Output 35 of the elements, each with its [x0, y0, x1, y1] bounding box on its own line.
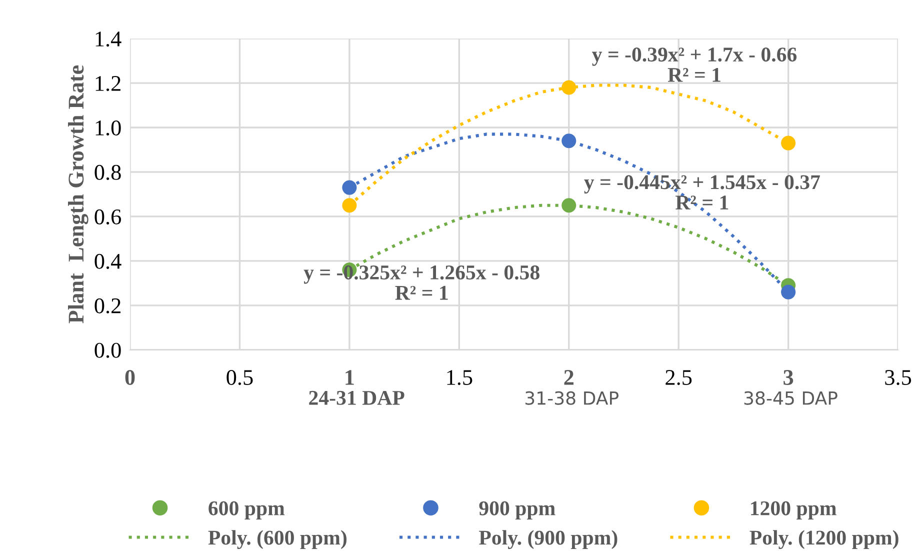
x-tick-label: 2.5: [666, 370, 692, 386]
point: [342, 180, 357, 195]
x-tick-label: 1: [346, 370, 354, 385]
legend-label: Poly. (900 ppm): [479, 530, 618, 550]
legend-label: 1200 ppm: [751, 501, 836, 520]
x-tick-label: 2: [564, 370, 574, 385]
y-tick-label: 1.0: [96, 120, 121, 136]
text: 24-31 DAP: [309, 390, 404, 405]
x-tick-label: 3.5: [885, 370, 912, 386]
text: 31-38 DAP: [525, 391, 619, 405]
legend-label: Poly. (600 ppm): [208, 530, 346, 550]
point: [562, 198, 576, 213]
point: [562, 80, 576, 95]
y-tick-label: 1.2: [96, 76, 120, 92]
x-tick-label: 1.5: [447, 370, 472, 386]
annotation: y = -0.445x² + 1.545x - 0.37 R² = 1: [584, 175, 820, 210]
point: [781, 284, 796, 300]
point: [781, 136, 796, 150]
text: 38-45 DAP: [744, 391, 838, 405]
legend-label: 600 ppm: [208, 501, 285, 520]
y-tick-label: 0.8: [94, 164, 121, 180]
y-tick-label: 0.2: [94, 298, 120, 314]
y-tick-label: 1.4: [96, 32, 122, 47]
point: [342, 198, 357, 213]
annotation: y = -0.39x² + 1.7x - 0.66 R² = 1: [592, 48, 797, 82]
x-tick-label: 3: [784, 370, 794, 385]
legend-label: Poly. (1200 ppm): [750, 530, 898, 550]
x-tick-label: 0: [125, 370, 135, 385]
x-tick-label: 0.5: [226, 370, 253, 386]
y-axis-title: Plant Length Growth Rate: [68, 65, 88, 324]
y-tick-label: 0.0: [94, 342, 121, 358]
y-tick-label: 0.4: [94, 254, 122, 269]
legend-label: 900 ppm: [479, 501, 556, 520]
y-tick-label: 0.6: [94, 209, 122, 224]
point: [562, 134, 576, 148]
